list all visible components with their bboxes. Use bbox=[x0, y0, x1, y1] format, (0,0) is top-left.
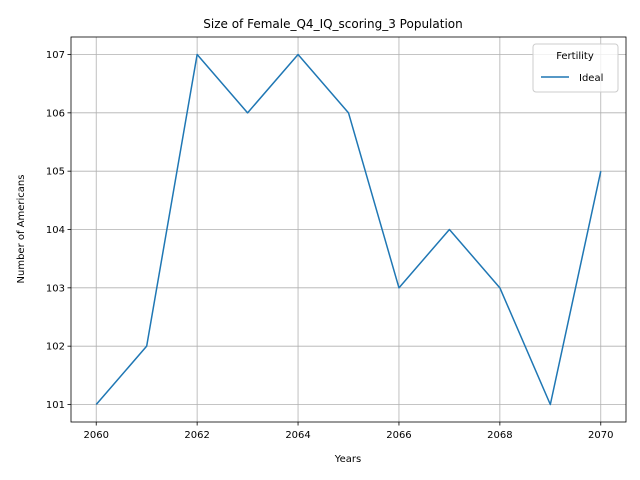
grid-lines bbox=[71, 37, 626, 422]
y-tick-label: 103 bbox=[46, 283, 65, 294]
legend-box bbox=[532, 43, 619, 93]
x-tick-label: 2066 bbox=[386, 430, 411, 441]
y-tick-label: 106 bbox=[46, 108, 65, 119]
chart-title: Size of Female_Q4_IQ_scoring_3 Populatio… bbox=[203, 17, 462, 31]
y-tick-label: 104 bbox=[46, 225, 65, 236]
x-tick-label: 2064 bbox=[285, 430, 310, 441]
y-tick-label: 102 bbox=[46, 342, 65, 353]
x-axis-ticks: 2060 2062 2064 2066 2068 2070 bbox=[84, 422, 613, 441]
legend: Fertility Ideal bbox=[532, 43, 619, 93]
x-axis-label: Years bbox=[334, 454, 361, 465]
y-axis-ticks: 101 102 103 104 105 106 107 bbox=[46, 50, 71, 411]
y-axis-label: Number of Americans bbox=[16, 175, 27, 284]
x-tick-label: 2070 bbox=[588, 430, 613, 441]
legend-title: Fertility bbox=[556, 51, 594, 62]
plot-area bbox=[95, 53, 602, 406]
y-tick-label: 107 bbox=[46, 50, 65, 61]
legend-label-ideal: Ideal bbox=[579, 73, 603, 84]
y-tick-label: 101 bbox=[46, 400, 65, 411]
x-tick-label: 2062 bbox=[184, 430, 209, 441]
y-tick-label: 105 bbox=[46, 167, 65, 178]
x-tick-label: 2068 bbox=[487, 430, 512, 441]
x-tick-label: 2060 bbox=[84, 430, 109, 441]
